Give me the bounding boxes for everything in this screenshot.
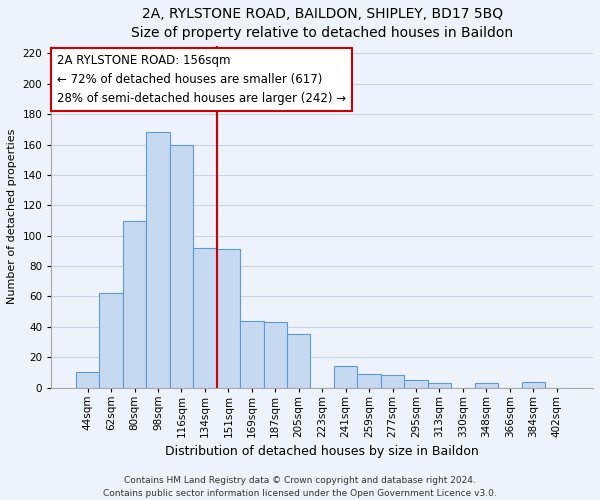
Bar <box>428 383 451 388</box>
Bar <box>76 372 100 388</box>
Bar <box>521 382 545 388</box>
Bar <box>240 321 263 388</box>
Bar <box>263 322 287 388</box>
Bar <box>146 132 170 388</box>
Bar <box>334 366 358 388</box>
Y-axis label: Number of detached properties: Number of detached properties <box>7 129 17 304</box>
Bar <box>404 380 428 388</box>
X-axis label: Distribution of detached houses by size in Baildon: Distribution of detached houses by size … <box>165 445 479 458</box>
Bar <box>475 383 498 388</box>
Bar <box>100 294 123 388</box>
Title: 2A, RYLSTONE ROAD, BAILDON, SHIPLEY, BD17 5BQ
Size of property relative to detac: 2A, RYLSTONE ROAD, BAILDON, SHIPLEY, BD1… <box>131 7 513 40</box>
Bar <box>287 334 310 388</box>
Bar <box>170 144 193 388</box>
Text: 2A RYLSTONE ROAD: 156sqm
← 72% of detached houses are smaller (617)
28% of semi-: 2A RYLSTONE ROAD: 156sqm ← 72% of detach… <box>56 54 346 106</box>
Bar <box>123 220 146 388</box>
Bar <box>193 248 217 388</box>
Bar <box>217 250 240 388</box>
Text: Contains HM Land Registry data © Crown copyright and database right 2024.
Contai: Contains HM Land Registry data © Crown c… <box>103 476 497 498</box>
Bar <box>358 374 381 388</box>
Bar <box>381 376 404 388</box>
